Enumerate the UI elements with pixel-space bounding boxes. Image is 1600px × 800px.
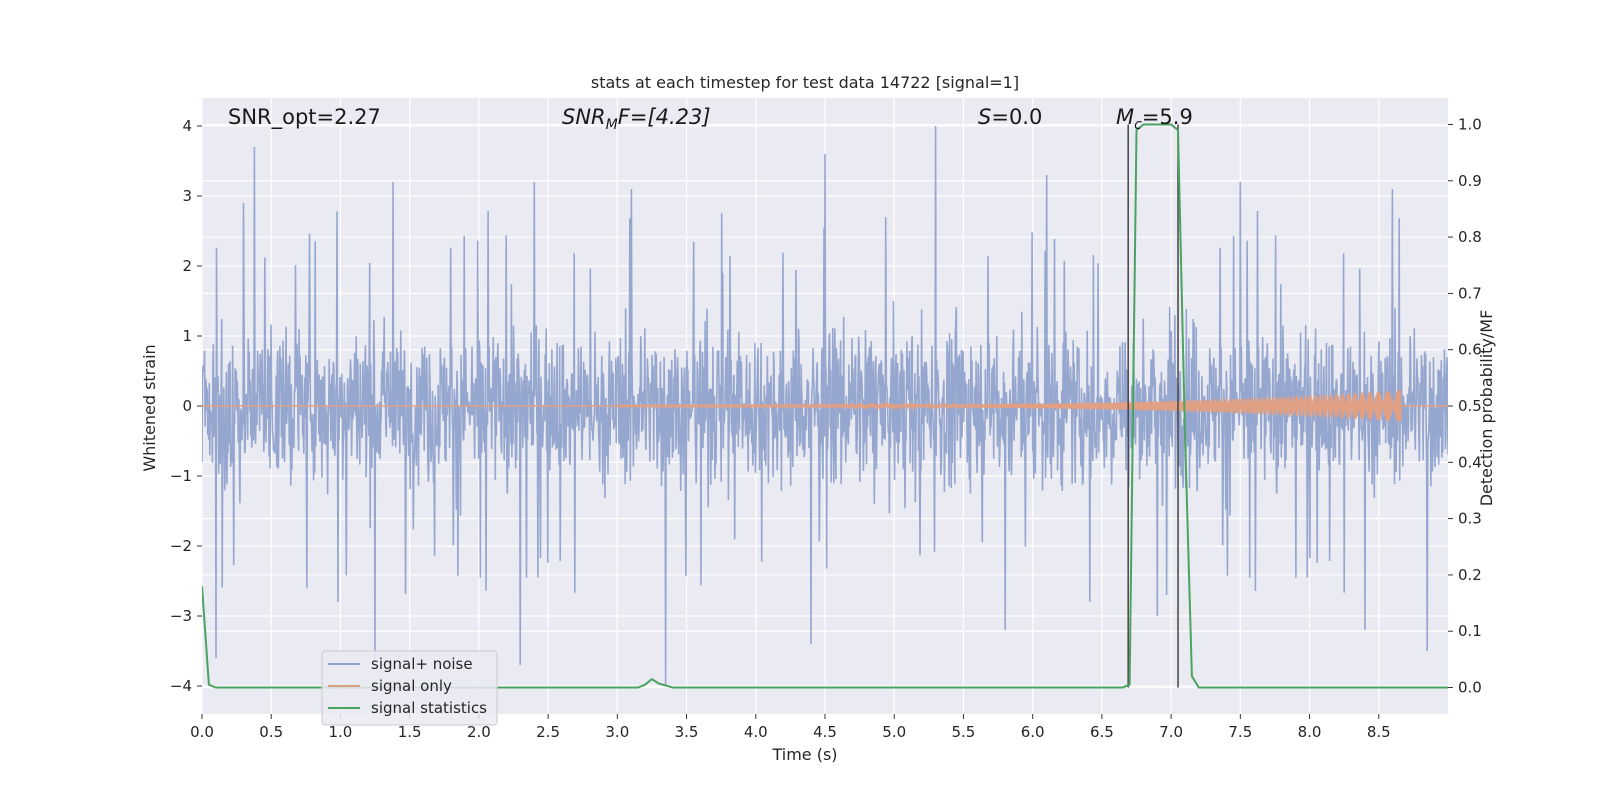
x-tick-label: 0.0 <box>190 723 214 741</box>
x-tick-label: 2.5 <box>536 723 560 741</box>
y-right-tick-label: 0.1 <box>1458 622 1482 640</box>
y-right-tick-label: 0.2 <box>1458 566 1482 584</box>
y-right-tick-label: 0.8 <box>1458 228 1482 246</box>
y-right-tick-label: 1.0 <box>1458 115 1482 133</box>
y-left-tick-label: −2 <box>170 537 192 555</box>
x-tick-label: 6.5 <box>1090 723 1114 741</box>
x-tick-label: 1.0 <box>329 723 353 741</box>
x-tick-label: 2.0 <box>467 723 491 741</box>
x-tick-label: 4.0 <box>744 723 768 741</box>
x-tick-label: 1.5 <box>398 723 422 741</box>
y-right-tick-label: 0.9 <box>1458 172 1482 190</box>
s-rest: =0.0 <box>991 105 1042 129</box>
snr-mf-annotation: SNRMF=[4.23] <box>562 105 711 133</box>
x-tick-label: 4.5 <box>813 723 837 741</box>
y-right-tick-label: 0.6 <box>1458 341 1482 359</box>
x-axis-ticks: 0.0 0.5 1.0 1.5 2.0 2.5 3.0 3.5 4.0 4.5 5.0 5.5 6.0 6… <box>190 714 1391 741</box>
y-left-tick-label: 3 <box>182 187 192 205</box>
snr-opt-annotation: SNR_opt=2.27 <box>228 105 381 130</box>
mc-annotation: Mc=5.9 <box>1116 105 1193 133</box>
x-tick-label: 3.0 <box>605 723 629 741</box>
y-right-tick-label: 0.3 <box>1458 510 1482 528</box>
s-annotation: S=0.0 <box>978 105 1042 129</box>
x-tick-label: 8.0 <box>1298 723 1322 741</box>
x-tick-label: 8.5 <box>1367 723 1391 741</box>
y-left-axis-label: Whitened strain <box>140 344 159 471</box>
snr-mf-rest: F=[4.23] <box>618 105 711 129</box>
x-tick-label: 3.5 <box>675 723 699 741</box>
legend-label-noise: signal+ noise <box>371 655 473 673</box>
x-tick-label: 5.5 <box>952 723 976 741</box>
mc-subscript: c <box>1134 117 1142 133</box>
legend: signal+ noise signal only signal statist… <box>321 650 498 726</box>
y-left-tick-label: 0 <box>182 397 192 415</box>
y-right-tick-label: 0.4 <box>1458 453 1482 471</box>
snr-mf-prefix: SNR <box>562 105 606 129</box>
y-left-tick-label: −4 <box>170 677 192 695</box>
x-tick-label: 0.5 <box>259 723 283 741</box>
vertical-markers <box>1127 124 1179 688</box>
plot-content <box>202 123 1448 689</box>
snr-mf-subscript: M <box>606 117 618 133</box>
y-right-axis-label: Detection probability/MF <box>1477 310 1496 507</box>
x-tick-label: 7.5 <box>1228 723 1252 741</box>
legend-label-signal: signal only <box>371 677 452 695</box>
s-prefix: S <box>978 105 991 129</box>
x-axis-label: Time (s) <box>771 745 837 764</box>
signal-statistics-series <box>202 123 1448 689</box>
mc-rest: =5.9 <box>1142 105 1193 129</box>
y-left-axis-ticks: 4 3 2 1 0 −1 −2 −3 −4 <box>170 117 202 695</box>
legend-label-stats: signal statistics <box>371 699 487 717</box>
y-right-tick-label: 0.7 <box>1458 284 1482 302</box>
y-right-tick-label: 0.5 <box>1458 397 1482 415</box>
chart-title: stats at each timestep for test data 147… <box>591 73 1019 92</box>
y-right-tick-label: 0.0 <box>1458 679 1482 697</box>
y-left-tick-label: 2 <box>182 257 192 275</box>
legend-box <box>321 650 498 726</box>
y-left-tick-label: 4 <box>182 117 192 135</box>
signal-noise-series <box>202 125 1448 687</box>
y-left-tick-label: 1 <box>182 327 192 345</box>
mc-prefix: M <box>1116 105 1134 129</box>
y-right-axis-ticks: 1.0 0.9 0.8 0.7 0.6 0.5 0.4 0.3 0.2 0.1 0.0 <box>1448 115 1482 697</box>
y-left-tick-label: −3 <box>170 607 192 625</box>
x-tick-label: 7.0 <box>1159 723 1183 741</box>
x-tick-label: 5.0 <box>882 723 906 741</box>
signal-only-series <box>202 390 1448 422</box>
x-tick-label: 6.0 <box>1021 723 1045 741</box>
y-left-tick-label: −1 <box>170 467 192 485</box>
